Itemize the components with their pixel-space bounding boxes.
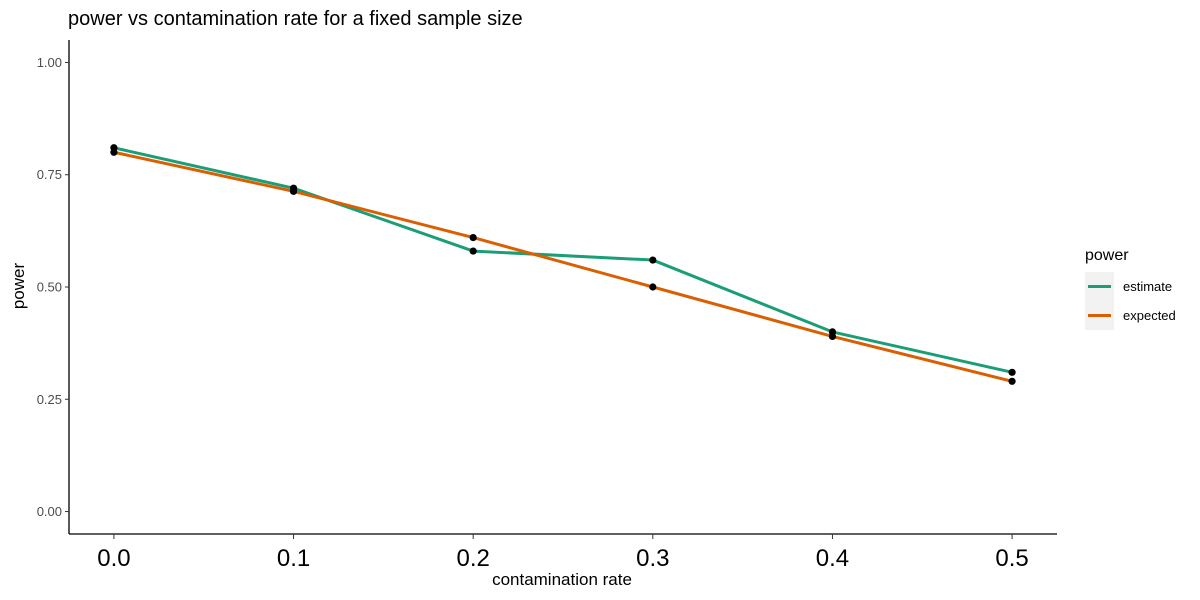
y-tick-label: 0.00 [37,504,62,519]
data-point-expected [828,332,837,340]
data-point-expected [289,187,298,195]
data-point-estimate [1008,368,1016,376]
y-axis-title: power [9,263,28,310]
x-tick-label: 0.5 [995,545,1028,572]
data-point-estimate [649,256,657,264]
y-axis-ticks: 0.00 0.25 0.50 0.75 1.00 [37,55,69,519]
series-line-estimate [113,146,1013,374]
legend-label-estimate: estimate [1123,279,1172,294]
data-point-expected [469,234,477,242]
plot-area [110,144,1016,385]
x-tick-label: 0.0 [97,545,130,572]
x-tick-label: 0.3 [636,545,669,572]
data-point-expected [1008,377,1016,385]
x-axis-ticks: 0.0 0.1 0.2 0.3 0.4 0.5 [97,534,1029,572]
x-tick-label: 0.4 [816,545,849,572]
x-tick-label: 0.2 [456,545,489,572]
legend: power estimate expected [1085,247,1176,330]
y-tick-label: 1.00 [37,55,62,70]
series-line-expected [113,150,1013,383]
data-point-estimate [469,247,477,255]
legend-title: power [1085,247,1129,264]
data-point-expected [649,283,657,291]
x-tick-label: 0.1 [277,545,310,572]
y-tick-label: 0.50 [37,280,62,295]
y-tick-label: 0.25 [37,392,62,407]
chart-title: power vs contamination rate for a fixed … [68,8,523,30]
data-point-expected [110,148,118,156]
x-axis-title: contamination rate [492,570,632,589]
legend-label-expected: expected [1123,308,1176,323]
y-tick-label: 0.75 [37,167,62,182]
